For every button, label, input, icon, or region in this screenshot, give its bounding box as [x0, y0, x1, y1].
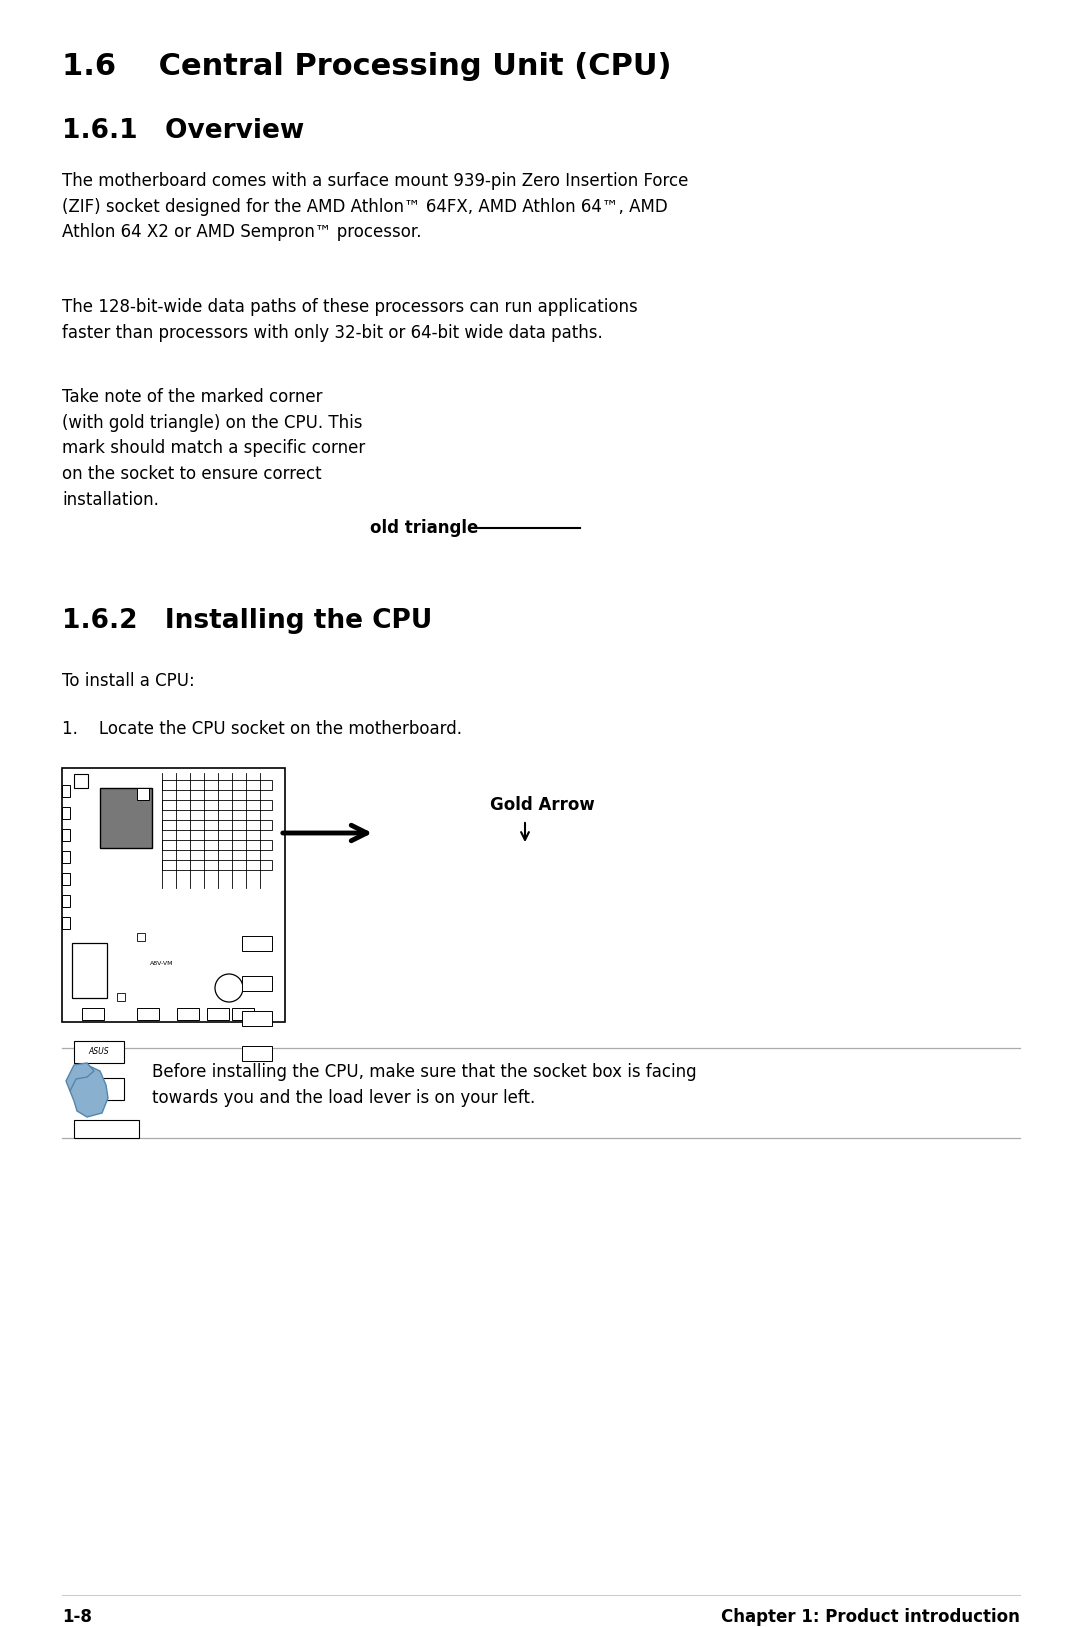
Text: A8V-VM: A8V-VM	[150, 960, 174, 965]
Text: Gold Arrow: Gold Arrow	[490, 796, 595, 814]
Bar	[75, 1079, 124, 1100]
Text: 1.6.2   Installing the CPU: 1.6.2 Installing the CPU	[62, 608, 432, 635]
Bar	[75, 1041, 124, 1062]
Bar	[137, 787, 149, 800]
Bar	[162, 861, 272, 870]
Bar	[162, 820, 272, 830]
Text: old triangle: old triangle	[370, 519, 478, 537]
Text: To install a CPU:: To install a CPU:	[62, 672, 194, 690]
Bar	[62, 807, 70, 818]
Bar	[62, 874, 70, 885]
Text: ASUS: ASUS	[89, 1048, 109, 1056]
Bar	[62, 918, 70, 929]
Text: Take note of the marked corner
(with gold triangle) on the CPU. This
mark should: Take note of the marked corner (with gol…	[62, 387, 365, 509]
Bar	[162, 800, 272, 810]
Bar	[62, 784, 70, 797]
Bar	[242, 936, 272, 952]
Bar	[137, 1009, 159, 1020]
Text: 1.6    Central Processing Unit (CPU): 1.6 Central Processing Unit (CPU)	[62, 52, 672, 81]
Bar	[62, 895, 70, 906]
Text: 1.6.1   Overview: 1.6.1 Overview	[62, 119, 305, 145]
Bar	[62, 830, 70, 841]
Text: The motherboard comes with a surface mount 939-pin Zero Insertion Force
(ZIF) so: The motherboard comes with a surface mou…	[62, 172, 688, 241]
Bar	[162, 779, 272, 791]
Bar	[75, 774, 87, 787]
Bar	[207, 1009, 229, 1020]
Text: Before installing the CPU, make sure that the socket box is facing
towards you a: Before installing the CPU, make sure tha…	[152, 1062, 697, 1106]
Bar	[242, 1046, 272, 1061]
Bar	[82, 1009, 104, 1020]
Bar	[162, 840, 272, 849]
Text: The 128-bit-wide data paths of these processors can run applications
faster than: The 128-bit-wide data paths of these pro…	[62, 298, 638, 342]
Bar	[100, 787, 152, 848]
Text: Chapter 1: Product introduction: Chapter 1: Product introduction	[721, 1607, 1020, 1625]
Bar	[117, 992, 125, 1001]
Bar	[242, 1010, 272, 1027]
Bar	[242, 976, 272, 991]
Bar	[232, 1009, 254, 1020]
Bar	[62, 768, 285, 1022]
Circle shape	[215, 975, 243, 1002]
Bar	[177, 1009, 199, 1020]
Text: 1.    Locate the CPU socket on the motherboard.: 1. Locate the CPU socket on the motherbo…	[62, 721, 462, 739]
Bar	[137, 932, 145, 940]
Polygon shape	[66, 1062, 94, 1092]
Bar	[62, 851, 70, 862]
Polygon shape	[70, 1066, 108, 1118]
Text: 1-8: 1-8	[62, 1607, 92, 1625]
Bar	[75, 1119, 139, 1137]
Bar	[72, 944, 107, 997]
